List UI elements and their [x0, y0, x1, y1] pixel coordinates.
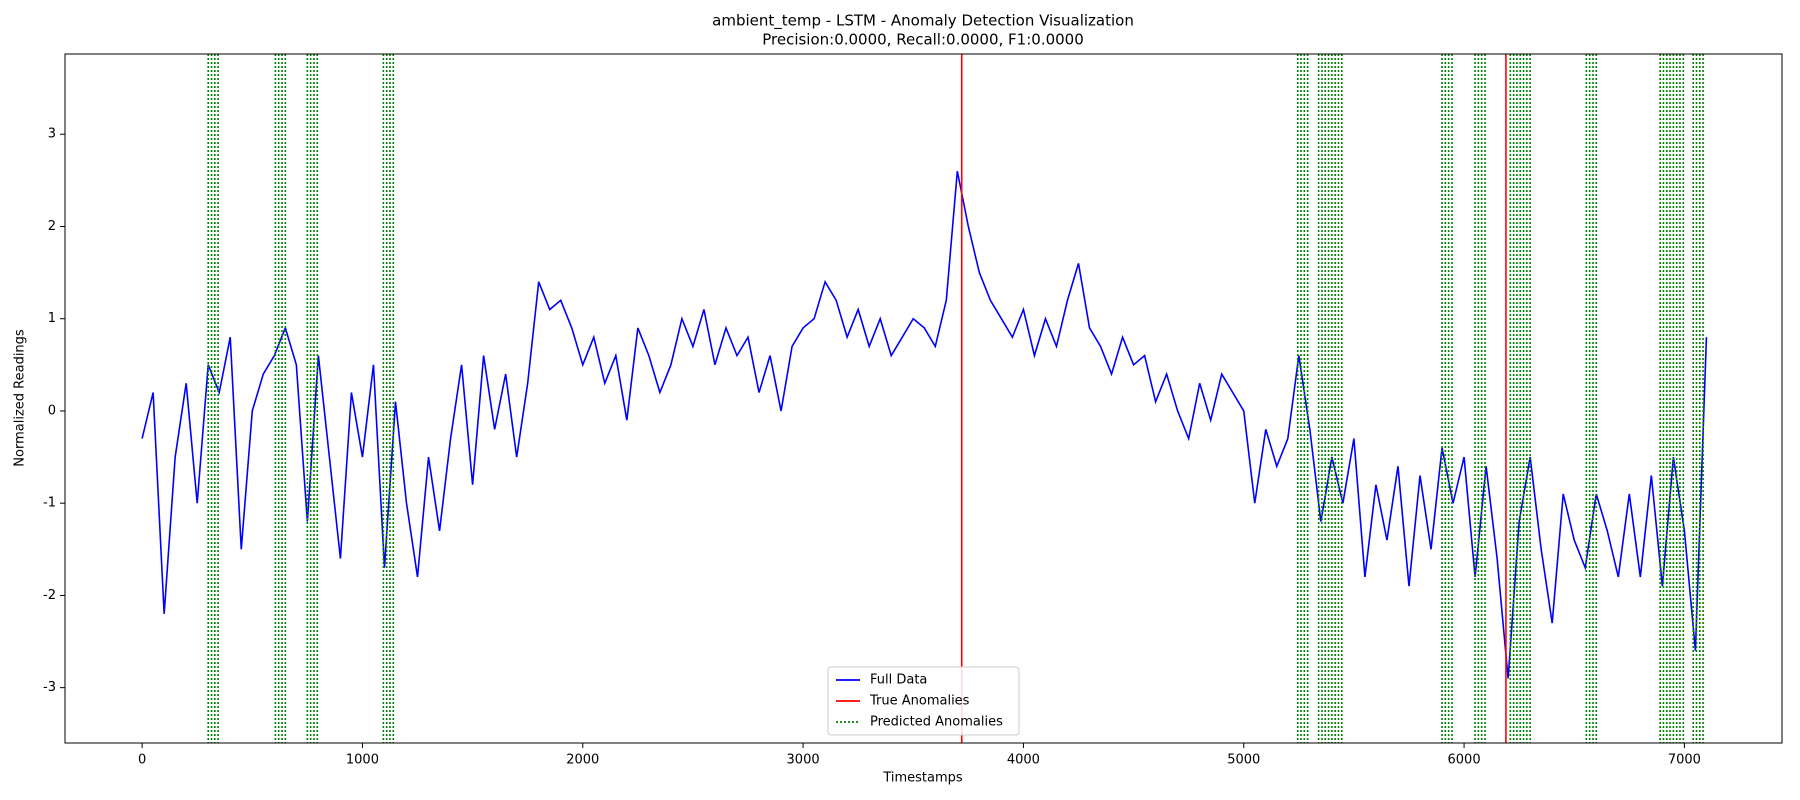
x-tick-label: 5000	[1227, 753, 1260, 768]
x-tick-label: 7000	[1668, 753, 1701, 768]
chart-title: ambient_temp - LSTM - Anomaly Detection …	[712, 12, 1134, 31]
x-tick-label: 6000	[1448, 753, 1481, 768]
legend-box	[827, 666, 1020, 736]
y-tick-label: -3	[43, 680, 56, 695]
plot-area	[141, 54, 1708, 743]
data-line	[141, 170, 1708, 679]
y-tick-label: 1	[48, 311, 56, 326]
x-axis-label: Timestamps	[882, 771, 963, 786]
y-tick-label: 3	[48, 127, 56, 142]
chart-subtitle: Precision:0.0000, Recall:0.0000, F1:0.00…	[762, 31, 1084, 49]
y-tick-label: 0	[48, 403, 56, 418]
x-tick-label: 0	[138, 753, 146, 768]
legend-label: True Anomalies	[869, 694, 970, 709]
y-tick-label: 2	[48, 219, 56, 234]
y-tick-label: -2	[43, 588, 56, 603]
x-tick-label: 3000	[787, 753, 820, 768]
legend-label: Full Data	[870, 673, 927, 688]
x-tick-label: 2000	[566, 753, 599, 768]
x-tick-label: 4000	[1007, 753, 1040, 768]
plot-frame	[64, 53, 1783, 744]
x-tick-label: 1000	[346, 753, 379, 768]
legend-label: Predicted Anomalies	[870, 715, 1003, 730]
y-axis-label: Normalized Readings	[13, 329, 28, 467]
y-tick-label: -1	[43, 496, 56, 511]
